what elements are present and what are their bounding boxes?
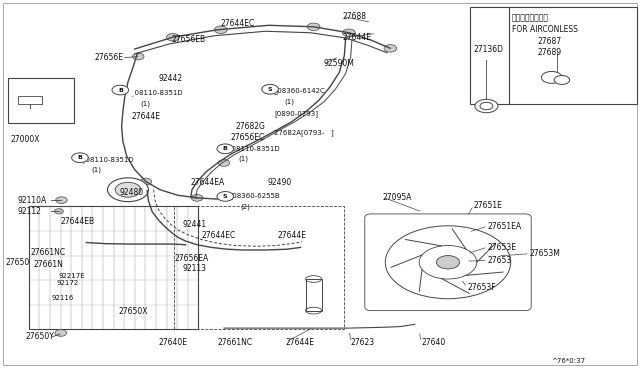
Text: B: B	[77, 155, 83, 160]
Text: 27651E: 27651E	[474, 201, 502, 210]
Text: 27656EB: 27656EB	[172, 35, 205, 44]
Bar	[29, 206, 198, 329]
Circle shape	[342, 29, 355, 36]
Text: 27644E: 27644E	[278, 231, 307, 240]
Circle shape	[72, 153, 88, 163]
Text: 92441: 92441	[182, 220, 207, 229]
Circle shape	[262, 84, 278, 94]
Text: 27644E: 27644E	[285, 338, 314, 347]
Text: 92490: 92490	[268, 178, 292, 187]
Circle shape	[132, 53, 144, 60]
Text: 27640: 27640	[421, 338, 445, 347]
Text: 92480: 92480	[119, 188, 143, 197]
Text: (1): (1)	[92, 167, 102, 173]
Text: FOR AIRCONLESS: FOR AIRCONLESS	[512, 25, 578, 34]
Text: 27687: 27687	[538, 37, 562, 46]
Text: 27644E: 27644E	[342, 33, 371, 42]
Text: 27136D: 27136D	[474, 45, 504, 54]
Circle shape	[56, 197, 67, 203]
Text: 27644EA: 27644EA	[191, 178, 225, 187]
Text: ¸08110-8351D: ¸08110-8351D	[131, 89, 183, 96]
Text: 27688: 27688	[342, 12, 367, 21]
Text: (2): (2)	[240, 203, 250, 210]
Text: 27653M: 27653M	[530, 249, 561, 258]
Circle shape	[191, 195, 203, 201]
Text: 92112: 92112	[18, 207, 42, 216]
Text: 27650Y: 27650Y	[26, 332, 54, 341]
Text: 27651EA: 27651EA	[488, 222, 522, 231]
Text: 27640E: 27640E	[159, 338, 188, 347]
Text: 92113: 92113	[182, 264, 206, 273]
Text: 27653E: 27653E	[488, 243, 516, 251]
Circle shape	[55, 330, 67, 336]
Circle shape	[554, 76, 570, 84]
Circle shape	[166, 33, 179, 41]
Text: (1): (1)	[285, 99, 295, 105]
Text: [0890-0793]: [0890-0793]	[274, 110, 318, 117]
Text: B: B	[223, 146, 228, 151]
Text: 27661NC: 27661NC	[31, 248, 66, 257]
Text: 27644E: 27644E	[131, 112, 160, 121]
Circle shape	[480, 102, 493, 110]
Text: 27000X: 27000X	[10, 135, 40, 144]
Text: 27656E: 27656E	[95, 53, 124, 62]
Text: ^76*0:37: ^76*0:37	[552, 358, 586, 364]
Circle shape	[218, 160, 230, 166]
Text: 27661N: 27661N	[33, 260, 63, 269]
Circle shape	[217, 144, 234, 154]
Circle shape	[108, 178, 148, 202]
Text: 27650: 27650	[5, 258, 29, 267]
Text: 92116: 92116	[51, 295, 74, 301]
Text: 27689: 27689	[538, 48, 562, 57]
Text: 27653: 27653	[488, 256, 512, 265]
Text: 27682G: 27682G	[236, 122, 266, 131]
Text: 27653F: 27653F	[467, 283, 496, 292]
Text: エアコン無し仕様: エアコン無し仕様	[512, 13, 549, 22]
Text: S: S	[223, 194, 228, 199]
Circle shape	[112, 85, 129, 95]
Circle shape	[214, 26, 227, 33]
Text: 27661NC: 27661NC	[218, 338, 253, 347]
Text: Ⓜ08360-6255B: Ⓜ08360-6255B	[229, 192, 281, 199]
Circle shape	[384, 45, 397, 52]
Circle shape	[436, 256, 460, 269]
Bar	[8, 78, 74, 123]
Circle shape	[115, 182, 141, 197]
Text: ¸08110-8351D: ¸08110-8351D	[82, 156, 134, 163]
Text: 27095A: 27095A	[383, 193, 412, 202]
Circle shape	[541, 71, 562, 83]
Text: 27623: 27623	[351, 338, 375, 347]
Text: 27650X: 27650X	[118, 307, 148, 316]
Circle shape	[217, 192, 234, 201]
Text: 92217E: 92217E	[59, 273, 86, 279]
Text: (1): (1)	[238, 156, 248, 163]
Text: Ⓜ08360-6142C: Ⓜ08360-6142C	[274, 87, 326, 94]
Circle shape	[475, 99, 498, 113]
Text: 92590M: 92590M	[323, 60, 354, 68]
Circle shape	[140, 178, 152, 185]
Text: 92172: 92172	[56, 280, 79, 286]
Text: ¸08110-8351D: ¸08110-8351D	[228, 145, 280, 152]
Text: 27656EA: 27656EA	[175, 254, 209, 263]
Text: 27644EC: 27644EC	[202, 231, 236, 240]
Bar	[470, 7, 637, 104]
Bar	[306, 279, 321, 311]
Circle shape	[307, 23, 320, 31]
Text: S: S	[268, 87, 273, 92]
Text: 27644EB: 27644EB	[61, 217, 95, 226]
Text: 92442: 92442	[159, 74, 183, 83]
Text: 27644EC: 27644EC	[221, 19, 255, 28]
Text: 27682A[0793-   ]: 27682A[0793- ]	[274, 129, 333, 136]
Text: 27656EC: 27656EC	[230, 133, 265, 142]
Text: B: B	[118, 87, 123, 93]
Bar	[18, 96, 42, 104]
Bar	[174, 206, 344, 329]
Text: (1): (1)	[141, 100, 151, 107]
Text: 92110A: 92110A	[18, 196, 47, 205]
Circle shape	[54, 209, 63, 214]
